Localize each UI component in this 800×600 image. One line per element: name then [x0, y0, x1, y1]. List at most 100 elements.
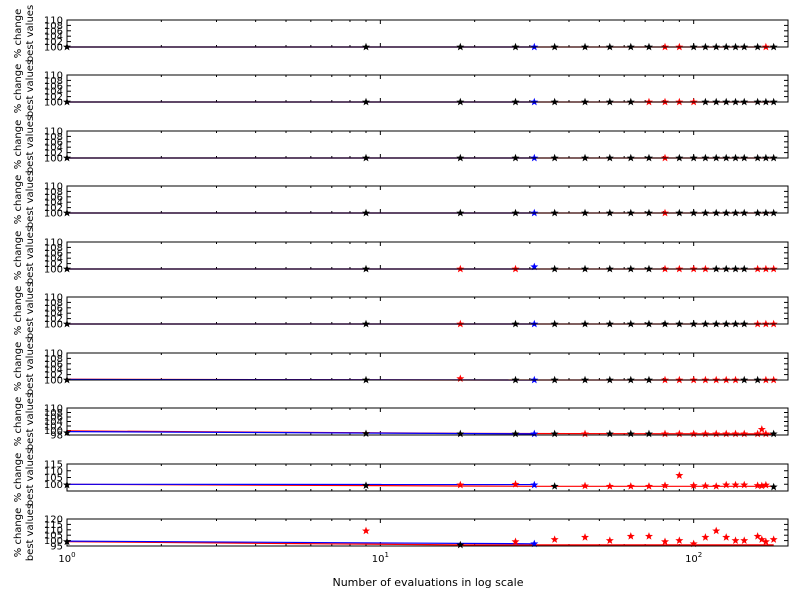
marker-black [605, 429, 614, 438]
series-line-red [66, 483, 774, 487]
y-tick-label: 110 [44, 71, 63, 82]
marker-blue [530, 480, 539, 489]
y-tick-label: 108 [44, 243, 63, 254]
y-tick-label: 102 [44, 148, 63, 159]
y-tick-label: 98 [50, 431, 63, 442]
y-tick-label: 102 [44, 259, 63, 270]
y-tick-label: 100 [44, 98, 63, 109]
y-axis-label-line2: best values [25, 227, 36, 284]
x-tick-label: 100 [58, 551, 75, 565]
marker-red [761, 480, 770, 489]
y-axis-label-line1: % change [13, 397, 24, 446]
y-tick-label: 95 [50, 542, 63, 553]
marker-red [511, 480, 520, 488]
marker-red [511, 537, 520, 546]
marker-black [769, 429, 778, 438]
y-tick-label: 100 [44, 426, 63, 437]
y-tick-label: 102 [44, 203, 63, 214]
series-line-blue [66, 431, 535, 435]
marker-black [626, 429, 635, 438]
marker-red [712, 526, 721, 535]
marker-red [740, 536, 749, 544]
y-tick-label: 100 [44, 376, 63, 387]
y-tick-label: 100 [44, 480, 63, 491]
marker-blue [530, 429, 539, 438]
marker-red [731, 480, 740, 489]
y-tick-label: 104 [44, 365, 63, 376]
y-tick-label: 106 [44, 359, 63, 370]
y-tick-label: 110 [44, 466, 63, 477]
y-tick-label: 100 [44, 265, 63, 276]
y-tick-label: 104 [44, 32, 63, 43]
y-tick-label: 100 [44, 154, 63, 165]
y-tick-label: 104 [44, 309, 63, 320]
marker-red [644, 482, 653, 490]
y-tick-label: 105 [44, 531, 63, 542]
marker-red [689, 429, 698, 438]
marker-red [675, 429, 684, 438]
marker-blue [530, 539, 539, 548]
marker-red [761, 537, 770, 546]
y-tick-label: 100 [44, 536, 63, 547]
y-tick-label: 110 [44, 293, 63, 304]
y-tick-label: 106 [44, 81, 63, 92]
marker-red [626, 532, 635, 540]
marker-red [740, 429, 749, 438]
y-tick-label: 100 [44, 320, 63, 331]
y-tick-label: 104 [44, 198, 63, 209]
y-tick-label: 106 [44, 248, 63, 259]
marker-red [757, 425, 766, 433]
marker-red [769, 535, 778, 543]
axes-frame [66, 352, 789, 381]
marker-red [581, 533, 590, 541]
y-axis-label-line1: % change [13, 508, 24, 557]
y-axis-label-line2: best values [25, 338, 36, 395]
y-tick-label: 110 [44, 182, 63, 193]
y-tick-label: 104 [44, 87, 63, 98]
axes-frame [66, 463, 789, 492]
y-axis-label-line2: best values [25, 282, 36, 339]
y-tick-label: 104 [44, 143, 63, 154]
y-tick-label: 108 [44, 187, 63, 198]
marker-red [731, 536, 740, 544]
y-tick-label: 108 [44, 354, 63, 365]
marker-red [701, 429, 710, 438]
y-tick-label: 110 [44, 349, 63, 360]
y-tick-label: 110 [44, 16, 63, 27]
marker-red [661, 429, 669, 438]
marker-red [456, 374, 465, 383]
marker-black [456, 429, 465, 438]
series-line-blue [66, 540, 535, 545]
y-tick-label: 106 [44, 192, 63, 203]
y-axis-label-line1: % change [13, 231, 24, 280]
marker-red [722, 533, 731, 541]
marker-black [362, 429, 370, 438]
y-axis-label-line2: best values [25, 504, 36, 561]
y-tick-label: 100 [44, 209, 63, 220]
marker-red [605, 536, 614, 544]
y-tick-label: 105 [44, 473, 63, 484]
x-tick-label: 102 [685, 551, 702, 565]
y-axis-label-line1: % change [13, 64, 24, 113]
axes-frame [66, 74, 789, 103]
marker-red [701, 481, 710, 490]
marker-red [761, 429, 770, 438]
marker-red [550, 535, 559, 543]
y-tick-label: 108 [44, 76, 63, 87]
y-tick-label: 100 [44, 43, 63, 54]
y-tick-label: 108 [44, 132, 63, 143]
y-tick-label: 102 [44, 37, 63, 48]
marker-red [675, 471, 684, 479]
marker-red [757, 481, 766, 490]
marker-red [740, 480, 749, 489]
marker-blue [530, 262, 539, 271]
marker-red [712, 482, 721, 490]
y-tick-label: 108 [44, 298, 63, 309]
y-tick-label: 115 [44, 520, 63, 531]
marker-red [362, 526, 370, 535]
